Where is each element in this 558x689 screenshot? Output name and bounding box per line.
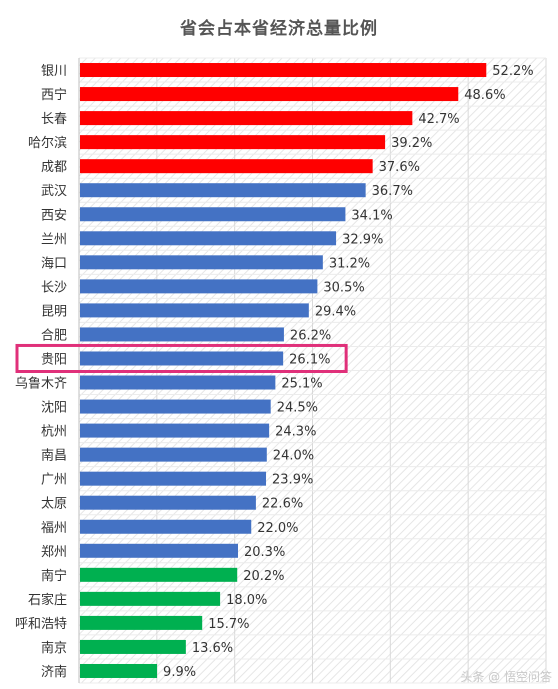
value-label: 39.2% [391,136,432,151]
bar [80,279,318,294]
value-label: 29.4% [315,304,356,319]
value-label: 26.1% [289,352,330,367]
value-label: 22.6% [262,497,303,512]
category-label: 成都 [41,160,67,175]
bar [80,543,239,558]
value-label: 23.9% [272,473,313,488]
bar [80,471,267,486]
value-label: 9.9% [163,665,196,680]
bar [80,135,386,150]
value-label: 15.7% [208,617,249,632]
value-label: 24.5% [277,401,318,416]
bar [80,231,337,246]
category-label: 海口 [41,256,67,271]
bar [80,615,203,630]
value-label: 34.1% [351,208,392,223]
category-label: 南昌 [41,448,67,464]
value-label: 32.9% [342,232,383,247]
bar [80,495,256,510]
value-label: 24.3% [275,425,316,440]
category-label: 呼和浩特 [15,617,67,632]
bar [80,159,373,174]
bar [80,327,284,342]
value-label: 52.2% [492,64,533,79]
bar [80,303,309,318]
highlight-box [15,343,348,374]
category-label: 沈阳 [41,401,67,416]
category-label: 长沙 [41,280,67,295]
bar [80,663,158,678]
category-label: 太原 [41,497,67,512]
category-label: 武汉 [41,184,67,199]
value-label: 42.7% [418,112,459,127]
category-label: 广州 [41,473,67,488]
value-label: 30.5% [323,280,364,295]
category-label: 济南 [41,664,67,680]
bar [80,639,186,654]
value-label: 18.0% [226,593,267,608]
category-label: 南京 [41,640,67,656]
category-label: 郑州 [41,545,67,560]
bar [80,207,346,222]
bar [80,447,267,462]
category-label: 石家庄 [28,592,67,608]
chart-title: 省会占本省经济总量比例 [180,19,378,39]
value-label: 20.2% [243,569,284,584]
category-label: 银川 [41,64,67,79]
bar [80,567,238,582]
value-label: 13.6% [192,641,233,656]
category-label: 杭州 [41,425,67,440]
value-label: 20.3% [244,545,285,560]
bar [80,519,252,534]
category-label: 西宁 [41,87,67,103]
bar [80,63,487,78]
bar [80,87,459,102]
value-label: 36.7% [372,184,413,199]
category-label: 西安 [41,208,67,223]
value-label: 24.0% [273,449,314,464]
bar [80,591,221,606]
watermark: 头条 @ 悟空问答 [460,670,552,684]
category-label: 贵阳 [41,352,67,367]
bar [80,351,284,366]
value-label: 25.1% [281,377,322,392]
category-label: 长春 [41,112,67,127]
value-label: 48.6% [464,88,505,103]
category-label: 乌鲁木齐 [15,376,67,392]
category-label: 兰州 [41,232,67,247]
bar [80,183,366,198]
value-label: 31.2% [329,256,370,271]
category-label: 南宁 [41,568,67,584]
bar [80,399,271,414]
value-label: 26.2% [290,328,331,343]
bar [80,423,270,438]
bar [80,375,276,390]
category-label: 合肥 [41,328,67,343]
category-label: 福州 [41,521,67,536]
value-label: 22.0% [257,521,298,536]
value-label: 37.6% [379,160,420,175]
bar [80,255,323,270]
category-label: 哈尔滨 [28,135,67,151]
category-label: 昆明 [41,304,67,319]
bar [80,111,413,126]
